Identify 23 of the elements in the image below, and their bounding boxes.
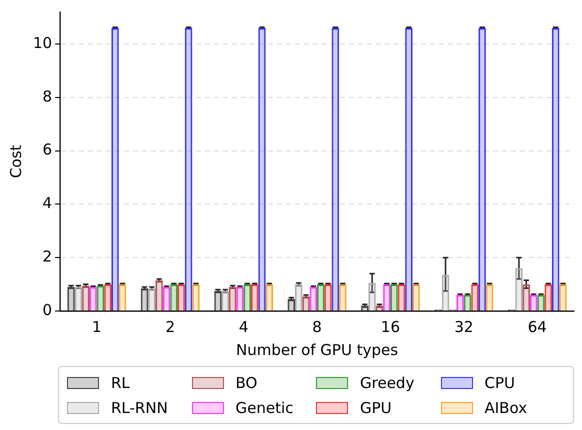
y-tick-label: 10 xyxy=(32,34,52,52)
y-tick-label: 4 xyxy=(42,194,52,212)
x-axis-title: Number of GPU types xyxy=(236,340,398,359)
x-tick-label: 4 xyxy=(238,318,248,336)
y-tick-label: 0 xyxy=(42,300,52,319)
x-tick-label: 64 xyxy=(528,318,547,336)
legend-label: Genetic xyxy=(236,398,294,416)
legend-label: BO xyxy=(236,374,258,392)
y-axis-title: Cost xyxy=(6,144,25,178)
x-tick-label: 1 xyxy=(92,318,102,336)
legend-label: CPU xyxy=(484,374,515,392)
legend-label: Greedy xyxy=(360,374,414,392)
legend-label: AIBox xyxy=(484,398,528,416)
x-tick-label: 32 xyxy=(454,318,474,336)
x-tick-label: 8 xyxy=(312,318,322,336)
y-tick-label: 2 xyxy=(42,248,52,266)
y-tick-label: 8 xyxy=(42,87,52,106)
x-tick-label: 16 xyxy=(380,318,400,336)
y-tick-label: 6 xyxy=(42,140,52,159)
legend-label: GPU xyxy=(360,398,392,416)
legend-label: RL-RNN xyxy=(111,398,168,416)
legend-label: RL xyxy=(111,374,130,392)
x-tick-label: 2 xyxy=(165,318,175,336)
